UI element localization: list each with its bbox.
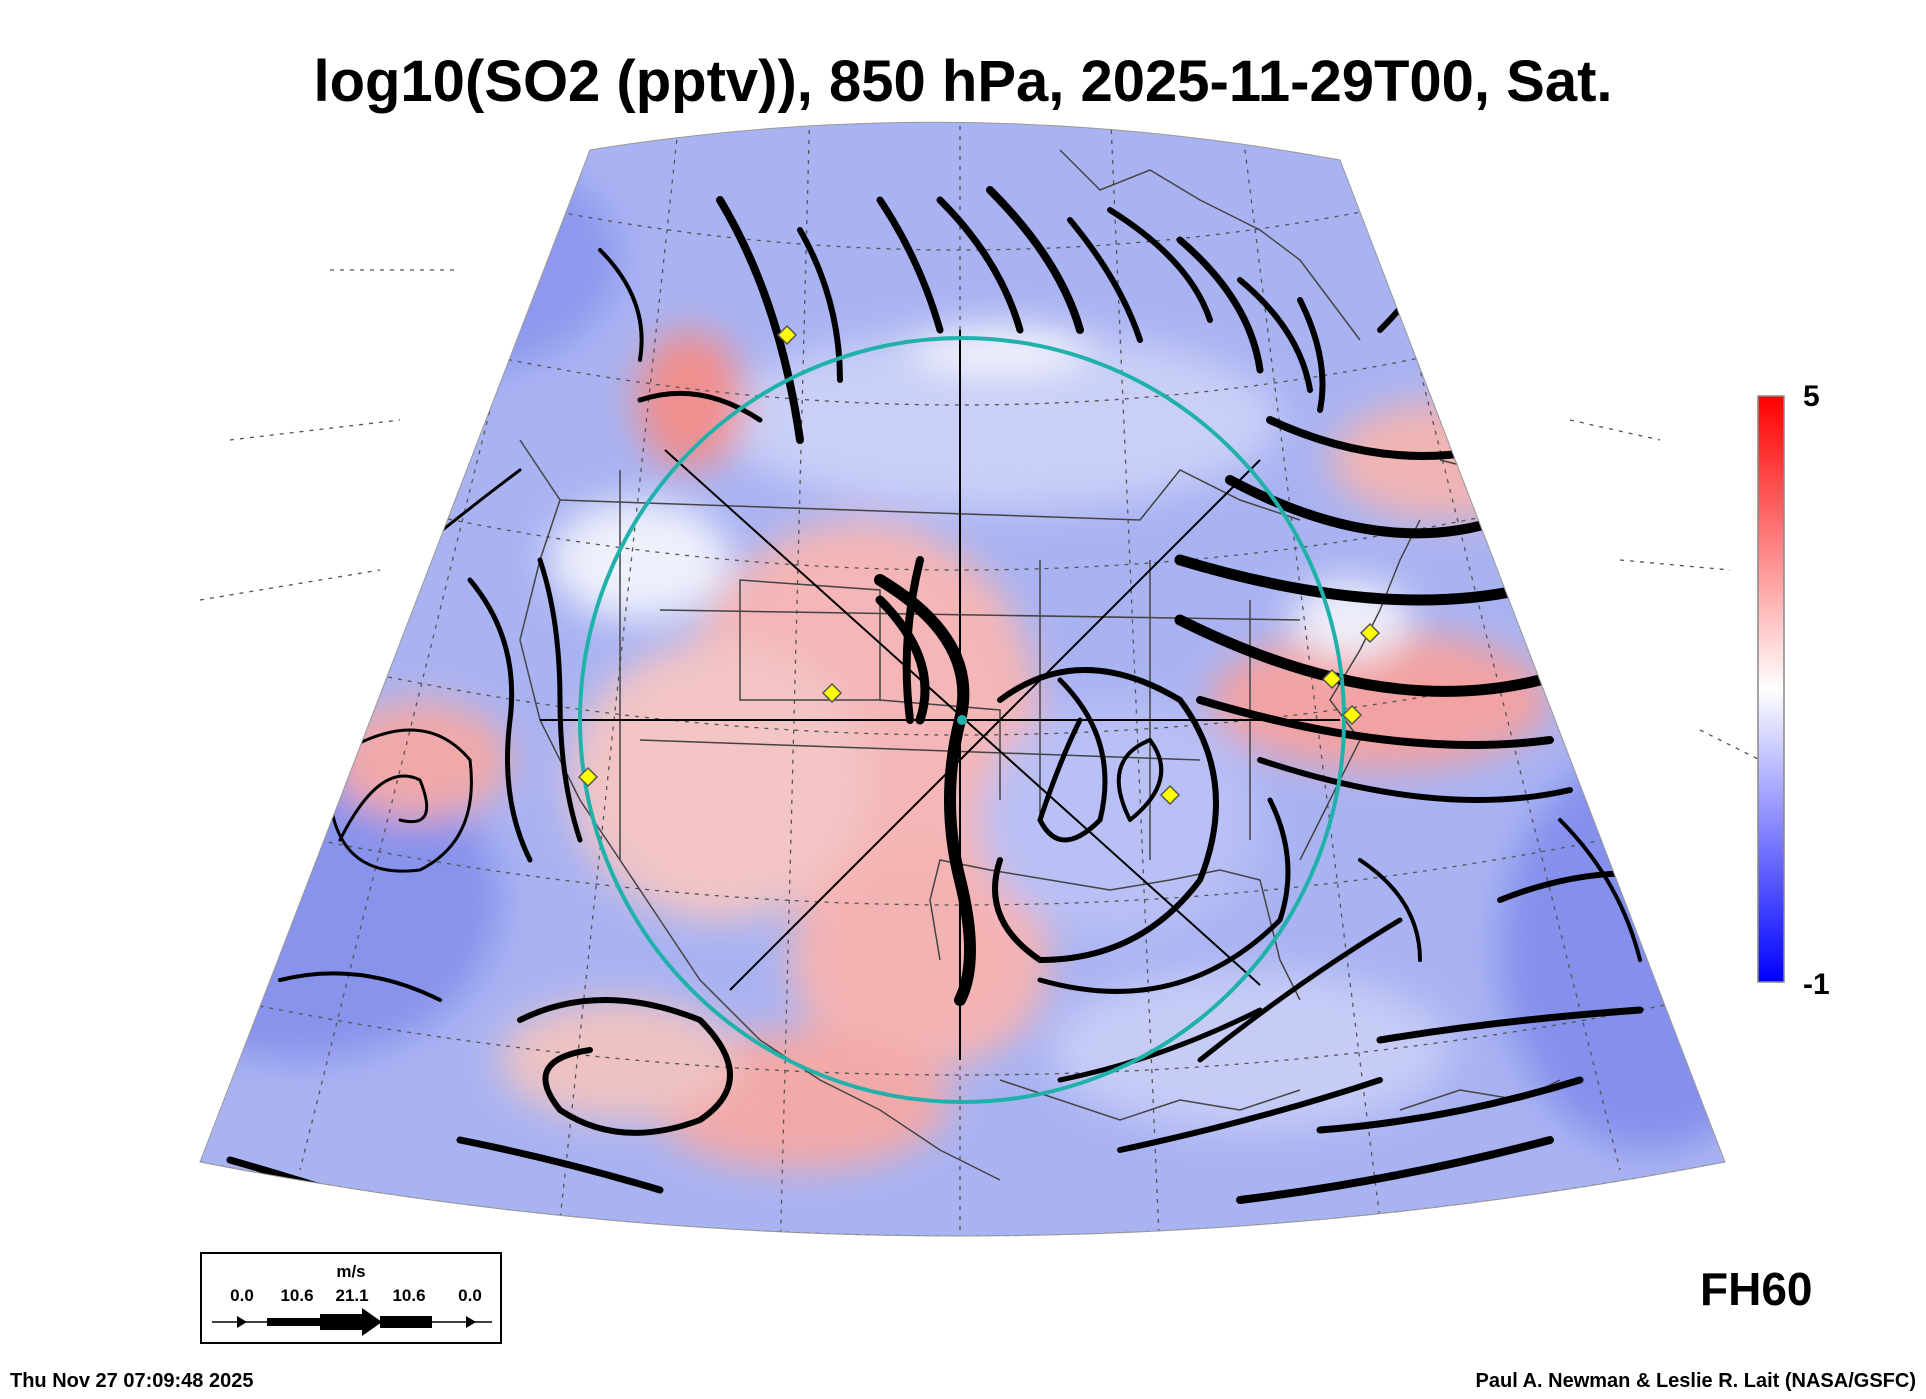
center-marker	[957, 715, 967, 725]
colorbar	[1757, 395, 1785, 983]
credit: Paul A. Newman & Leslie R. Lait (NASA/GS…	[1475, 1370, 1916, 1392]
wind-legend-unit: m/s	[336, 1262, 366, 1281]
wind-legend-arrow	[212, 1308, 492, 1336]
wind-legend-tick: 10.6	[280, 1286, 314, 1305]
graticule-outer	[199, 269, 1761, 761]
page-title: log10(SO2 (pptv)), 850 hPa, 2025-11-29T0…	[313, 49, 1613, 114]
radius-circle	[578, 336, 1346, 1104]
timestamp: Thu Nov 27 07:09:48 2025	[10, 1370, 254, 1392]
wind-legend: m/s 0.0 10.6 21.1 10.6 0.0	[200, 1252, 502, 1344]
station-marker	[776, 324, 798, 346]
station-markers	[577, 324, 1381, 806]
station-marker	[1341, 704, 1363, 726]
wind-legend-tick: 0.0	[230, 1286, 254, 1305]
station-marker	[1159, 784, 1181, 806]
station-marker	[577, 766, 599, 788]
wind-legend-tick: 0.0	[458, 1286, 482, 1305]
colorbar-min-label: -1	[1803, 968, 1830, 1001]
station-marker	[1321, 668, 1343, 690]
map-boundary	[199, 121, 1726, 1237]
forecast-hour: FH60	[1700, 1263, 1813, 1315]
wind-legend-tick: 21.1	[335, 1286, 369, 1305]
station-marker	[821, 682, 843, 704]
colorbar-max-label: 5	[1803, 380, 1820, 413]
wind-legend-tick: 10.6	[392, 1286, 426, 1305]
station-marker	[1359, 622, 1381, 644]
